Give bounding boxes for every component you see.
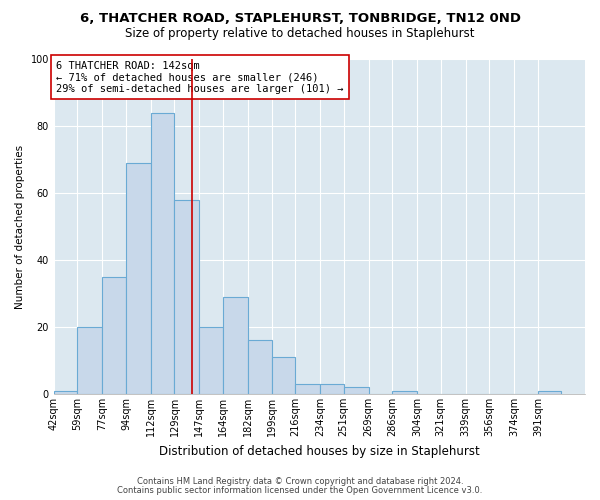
Bar [320,384,344,394]
Text: 6, THATCHER ROAD, STAPLEHURST, TONBRIDGE, TN12 0ND: 6, THATCHER ROAD, STAPLEHURST, TONBRIDGE… [79,12,521,26]
Bar [344,388,368,394]
Text: Size of property relative to detached houses in Staplehurst: Size of property relative to detached ho… [125,28,475,40]
Y-axis label: Number of detached properties: Number of detached properties [15,144,25,308]
Bar [248,340,272,394]
Bar [295,384,320,394]
Bar [175,200,199,394]
Bar [103,277,126,394]
Text: 6 THATCHER ROAD: 142sqm
← 71% of detached houses are smaller (246)
29% of semi-d: 6 THATCHER ROAD: 142sqm ← 71% of detache… [56,60,344,94]
Text: Contains public sector information licensed under the Open Government Licence v3: Contains public sector information licen… [118,486,482,495]
Bar [272,357,295,394]
Bar [392,390,417,394]
Bar [199,327,223,394]
Bar [223,297,248,394]
Bar [77,327,103,394]
Bar [151,112,175,394]
Bar [538,390,562,394]
Bar [54,390,77,394]
X-axis label: Distribution of detached houses by size in Staplehurst: Distribution of detached houses by size … [159,444,480,458]
Text: Contains HM Land Registry data © Crown copyright and database right 2024.: Contains HM Land Registry data © Crown c… [137,477,463,486]
Bar [126,163,151,394]
